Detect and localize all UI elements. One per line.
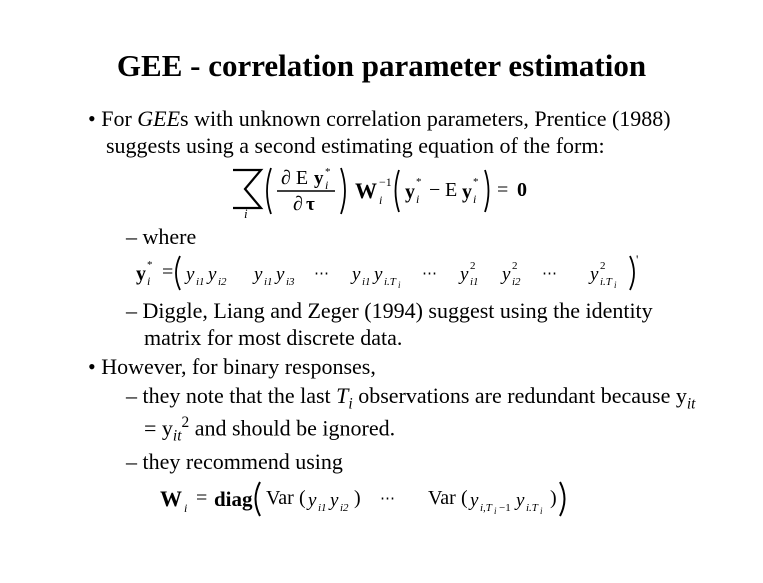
svg-text:y: y — [206, 264, 217, 285]
svg-text:i.T: i.T — [600, 276, 613, 288]
p5-pre: they note that the last — [143, 383, 337, 408]
svg-text:i: i — [614, 280, 617, 290]
svg-text:2: 2 — [470, 260, 476, 272]
svg-text:i: i — [473, 192, 476, 206]
svg-text:i1: i1 — [196, 276, 205, 288]
svg-text:i2: i2 — [340, 502, 349, 514]
svg-text:i: i — [540, 506, 543, 516]
bullet-point-2: where — [126, 224, 703, 251]
svg-text:∂: ∂ — [293, 193, 303, 215]
p5-sub1: it — [687, 395, 696, 412]
svg-text:i1: i1 — [470, 276, 479, 288]
eq1-svg: i ∂ E y * i ∂ τ W −1 i y * i − E y * i — [227, 164, 537, 218]
svg-text:y: y — [500, 264, 511, 285]
p5-Ti: T — [336, 383, 348, 408]
bullet-point-5: they note that the last Ti observations … — [126, 383, 703, 447]
p6-text: they recommend using — [143, 449, 343, 474]
svg-text:0: 0 — [517, 179, 527, 201]
svg-text:y: y — [458, 264, 469, 285]
svg-text:E: E — [445, 179, 457, 201]
svg-text:i: i — [416, 192, 419, 206]
svg-text:i: i — [244, 206, 248, 218]
svg-text:⋯: ⋯ — [542, 266, 557, 282]
svg-text:y: y — [468, 490, 479, 511]
svg-text:=: = — [162, 261, 173, 283]
svg-text:i1: i1 — [264, 276, 273, 288]
p5-mid: observations are redundant because y — [353, 383, 687, 408]
svg-text:∂ E: ∂ E — [281, 167, 308, 189]
svg-text:y: y — [306, 490, 317, 511]
svg-text:i1: i1 — [362, 276, 371, 288]
svg-text:diag: diag — [214, 487, 253, 511]
svg-text:*: * — [325, 166, 331, 178]
p2-text: where — [143, 224, 197, 249]
svg-text:⋯: ⋯ — [422, 266, 437, 282]
p5-eq: = y — [144, 415, 173, 440]
p1-post: s with unknown correlation parameters, P… — [106, 106, 671, 158]
svg-text:−: − — [429, 179, 440, 201]
svg-text:y: y — [314, 168, 324, 189]
svg-text:): ) — [354, 487, 361, 509]
svg-text:y: y — [514, 490, 525, 511]
svg-text:i2: i2 — [512, 276, 521, 288]
svg-text:i: i — [398, 280, 401, 290]
svg-text:y: y — [184, 264, 195, 285]
svg-text:i.T: i.T — [384, 276, 397, 288]
bullet-point-3: Diggle, Liang and Zeger (1994) suggest u… — [126, 298, 703, 352]
svg-text:*: * — [416, 176, 422, 188]
equation-2: y * i = y i1 y i2 y i1 y i3 ⋯ y i1 y i.T… — [136, 254, 703, 292]
bullet-point-6: they recommend using — [126, 449, 703, 476]
svg-text:': ' — [636, 254, 638, 267]
svg-text:−1: −1 — [379, 175, 392, 189]
svg-text:⋯: ⋯ — [314, 266, 329, 282]
eq2-svg: y * i = y i1 y i2 y i1 y i3 ⋯ y i1 y i.T… — [136, 254, 720, 292]
svg-text:τ: τ — [306, 194, 315, 215]
svg-text:(: ( — [299, 487, 306, 509]
p5-post: and should be ignored. — [189, 415, 395, 440]
svg-text:i,T: i,T — [480, 502, 493, 514]
svg-text:y: y — [350, 264, 361, 285]
bullet-point-4: However, for binary responses, — [88, 354, 703, 381]
p3-text: Diggle, Liang and Zeger (1994) suggest u… — [143, 298, 653, 350]
svg-text:i: i — [147, 274, 150, 288]
svg-text:i3: i3 — [286, 276, 295, 288]
svg-text:y: y — [372, 264, 383, 285]
svg-text:y: y — [136, 263, 146, 285]
svg-text:i: i — [184, 501, 187, 515]
svg-text:W: W — [160, 486, 182, 511]
svg-text:2: 2 — [512, 260, 518, 272]
svg-text:y: y — [274, 264, 285, 285]
equation-3: W i = diag Var ( y i1 y i2 ) ⋯ Var ( y i… — [160, 479, 703, 519]
svg-text:i: i — [325, 178, 328, 192]
svg-text:−1: −1 — [499, 502, 511, 514]
svg-text:=: = — [497, 179, 508, 201]
svg-text:i.T: i.T — [526, 502, 539, 514]
svg-text:=: = — [196, 487, 207, 509]
svg-text:y: y — [405, 181, 415, 203]
p1-em: GEE — [137, 106, 180, 131]
svg-text:): ) — [550, 487, 557, 509]
svg-text:y: y — [252, 264, 263, 285]
svg-text:*: * — [473, 176, 479, 188]
svg-text:Var: Var — [266, 487, 294, 509]
svg-text:⋯: ⋯ — [380, 491, 395, 507]
svg-text:i: i — [494, 506, 497, 516]
svg-text:y: y — [328, 490, 339, 511]
bullet-point-1: For GEEs with unknown correlation parame… — [88, 106, 703, 160]
slide-title: GEE - correlation parameter estimation — [60, 48, 703, 84]
eq3-svg: W i = diag Var ( y i1 y i2 ) ⋯ Var ( y i… — [160, 479, 620, 519]
svg-text:2: 2 — [600, 260, 606, 272]
svg-text:Var: Var — [428, 487, 456, 509]
svg-text:i: i — [379, 193, 382, 207]
svg-text:(: ( — [461, 487, 468, 509]
equation-1: i ∂ E y * i ∂ τ W −1 i y * i − E y * i — [60, 164, 703, 218]
svg-text:*: * — [147, 259, 153, 271]
p1-pre: For — [101, 106, 137, 131]
svg-text:y: y — [588, 264, 599, 285]
svg-text:i1: i1 — [318, 502, 327, 514]
p4-text: However, for binary responses, — [101, 354, 376, 379]
svg-text:y: y — [462, 181, 472, 203]
svg-text:W: W — [355, 178, 377, 203]
svg-text:i2: i2 — [218, 276, 227, 288]
